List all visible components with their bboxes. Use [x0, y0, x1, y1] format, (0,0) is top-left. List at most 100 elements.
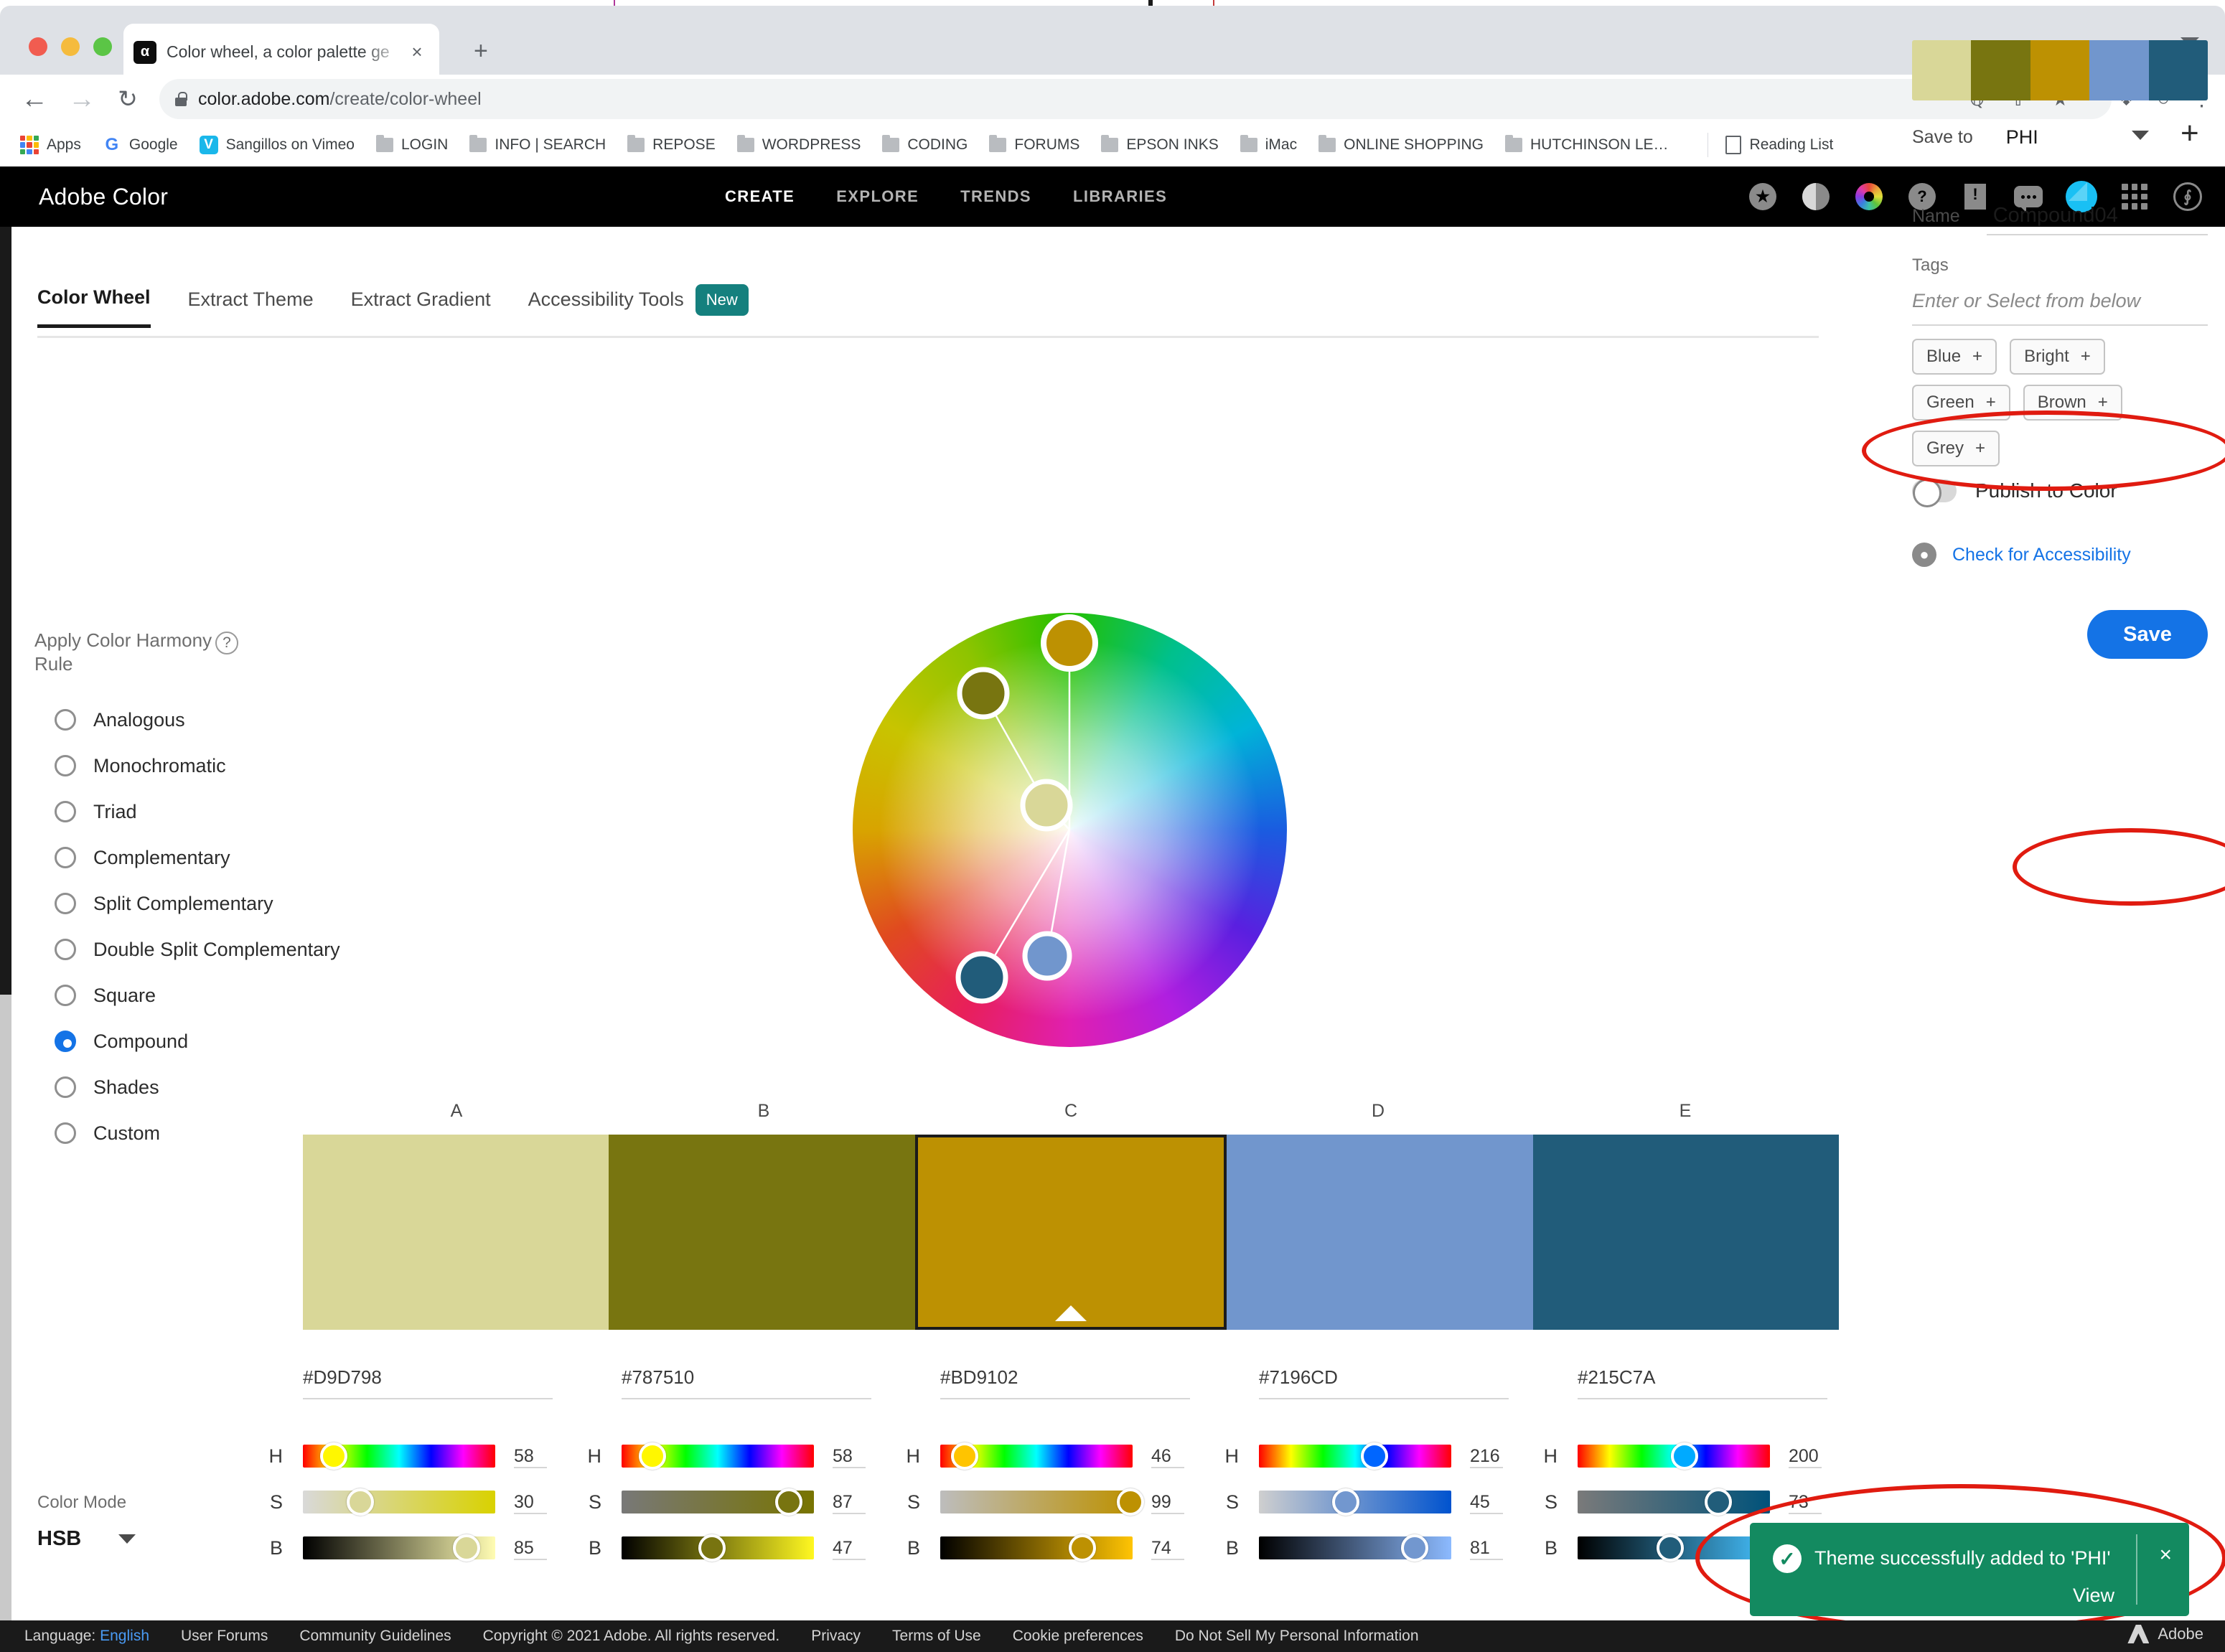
- slider-value-s-c[interactable]: 99: [1151, 1491, 1171, 1512]
- slider-track-h[interactable]: [940, 1442, 1133, 1470]
- star-icon[interactable]: ★: [1747, 181, 1779, 212]
- nav-create[interactable]: CREATE: [725, 187, 795, 205]
- slider-knob-h[interactable]: [1670, 1442, 1698, 1470]
- wheel-handle-b[interactable]: [957, 667, 1010, 720]
- slider-knob-b[interactable]: [1069, 1534, 1097, 1562]
- close-window-button[interactable]: [29, 37, 47, 56]
- contrast-icon[interactable]: [1800, 181, 1832, 212]
- slider-track-s[interactable]: [940, 1488, 1145, 1516]
- swatch-e[interactable]: [1532, 1135, 1840, 1330]
- new-tab-button[interactable]: +: [474, 37, 488, 65]
- hex-value-a[interactable]: #D9D798: [303, 1366, 382, 1388]
- apps-grid-icon[interactable]: [2119, 181, 2150, 212]
- bookmark-hutchinson[interactable]: HUTCHINSON LE…: [1505, 135, 1669, 154]
- save-button[interactable]: Save: [2087, 610, 2208, 659]
- wheel-handle-c[interactable]: [1041, 614, 1098, 672]
- footer-cookie-preferences[interactable]: Cookie preferences: [1012, 1628, 1143, 1644]
- slider-track-s[interactable]: [622, 1488, 814, 1516]
- forward-button[interactable]: →: [68, 84, 95, 114]
- harmony-rule-shades[interactable]: Shades: [37, 1064, 425, 1110]
- bookmark-info-search[interactable]: INFO | SEARCH: [469, 135, 606, 154]
- slider-knob-b[interactable]: [452, 1534, 480, 1562]
- slider-track-b[interactable]: [622, 1534, 814, 1562]
- slider-value-h-a[interactable]: 58: [514, 1445, 534, 1466]
- slider-value-h-b[interactable]: 58: [833, 1445, 853, 1466]
- nav-trends[interactable]: TRENDS: [960, 187, 1032, 205]
- chevron-down-icon[interactable]: [2132, 131, 2149, 140]
- slider-track-b[interactable]: [1259, 1534, 1451, 1562]
- add-library-button[interactable]: +: [2180, 116, 2199, 151]
- page-scrollbar-thumb[interactable]: [0, 227, 11, 995]
- wheel-handle-a[interactable]: [1020, 779, 1073, 832]
- harmony-rule-custom[interactable]: Custom: [37, 1110, 425, 1156]
- address-bar[interactable]: color.adobe.com/create/color-wheel ℚ ⇧ ★: [159, 79, 2112, 119]
- slider-value-s-a[interactable]: 30: [514, 1491, 534, 1512]
- footer-do-not-sell[interactable]: Do Not Sell My Personal Information: [1174, 1628, 1419, 1644]
- check-accessibility-row[interactable]: ● Check for Accessibility: [1912, 543, 2131, 567]
- chat-icon[interactable]: [2013, 181, 2044, 212]
- slider-knob-s[interactable]: [1331, 1488, 1359, 1516]
- bookmark-repose[interactable]: REPOSE: [627, 135, 716, 154]
- avatar[interactable]: [2066, 181, 2097, 212]
- creative-cloud-icon[interactable]: ∮: [2172, 181, 2203, 212]
- tag-grey[interactable]: Grey +: [1912, 431, 2000, 466]
- help-icon[interactable]: ?: [1906, 181, 1938, 212]
- harmony-rule-triad[interactable]: Triad: [37, 789, 425, 835]
- maximize-window-button[interactable]: [93, 37, 112, 56]
- slider-track-b[interactable]: [940, 1534, 1133, 1562]
- window-traffic-lights[interactable]: [29, 37, 112, 56]
- bookmark-forums[interactable]: FORUMS: [989, 135, 1079, 154]
- color-wheel-icon[interactable]: [1853, 181, 1885, 212]
- slider-value-b-c[interactable]: 74: [1151, 1537, 1171, 1558]
- slider-track-b[interactable]: [303, 1534, 495, 1562]
- app-brand[interactable]: Adobe Color: [39, 183, 169, 210]
- hex-value-c[interactable]: #BD9102: [940, 1366, 1018, 1388]
- hex-value-e[interactable]: #215C7A: [1578, 1366, 1656, 1388]
- slider-knob-b[interactable]: [698, 1534, 726, 1562]
- slider-value-h-c[interactable]: 46: [1151, 1445, 1171, 1466]
- bookmark-login[interactable]: LOGIN: [376, 135, 448, 154]
- slider-track-h[interactable]: [1578, 1442, 1770, 1470]
- footer-community-guidelines[interactable]: Community Guidelines: [299, 1628, 451, 1644]
- wheel-handle-e[interactable]: [955, 951, 1008, 1004]
- language-value[interactable]: English: [100, 1628, 150, 1644]
- nav-libraries[interactable]: LIBRARIES: [1073, 187, 1168, 205]
- slider-knob-h[interactable]: [639, 1442, 667, 1470]
- tab-close-icon[interactable]: ×: [411, 41, 423, 62]
- footer-privacy[interactable]: Privacy: [811, 1628, 861, 1644]
- tag-brown[interactable]: Brown +: [2023, 385, 2122, 421]
- slider-knob-h[interactable]: [951, 1442, 979, 1470]
- name-input[interactable]: Compound04: [1992, 204, 2118, 227]
- slider-value-s-b[interactable]: 87: [833, 1491, 853, 1512]
- slider-value-b-b[interactable]: 47: [833, 1537, 853, 1558]
- slider-knob-s[interactable]: [775, 1488, 803, 1516]
- close-icon[interactable]: ×: [2159, 1543, 2172, 1567]
- slider-value-b-a[interactable]: 85: [514, 1537, 534, 1558]
- reload-button[interactable]: ↻: [118, 85, 138, 112]
- tags-input[interactable]: Enter or Select from below: [1912, 290, 2141, 311]
- save-to-value[interactable]: PHI: [2005, 126, 2038, 148]
- bookmark-epson-inks[interactable]: EPSON INKS: [1101, 135, 1219, 154]
- swatch-d[interactable]: [1227, 1135, 1533, 1330]
- harmony-rule-split-complementary[interactable]: Split Complementary: [37, 881, 425, 926]
- slider-track-h[interactable]: [303, 1442, 495, 1470]
- slider-track-s[interactable]: [303, 1488, 495, 1516]
- tag-bright[interactable]: Bright +: [2010, 339, 2105, 375]
- page-scrollbar-track[interactable]: [0, 995, 11, 1632]
- bookmark-vimeo[interactable]: V Sangillos on Vimeo: [199, 136, 355, 154]
- minimize-window-button[interactable]: [61, 37, 80, 56]
- feedback-flag-icon[interactable]: [1959, 181, 1991, 212]
- harmony-rule-double-split-complementary[interactable]: Double Split Complementary: [37, 926, 425, 972]
- bookmark-wordpress[interactable]: WORDPRESS: [736, 135, 861, 154]
- swatch-b[interactable]: [609, 1135, 915, 1330]
- nav-explore[interactable]: EXPLORE: [836, 187, 919, 205]
- footer-terms-of-use[interactable]: Terms of Use: [892, 1628, 981, 1644]
- bookmark-imac[interactable]: iMac: [1240, 135, 1297, 154]
- slider-track-b[interactable]: [1578, 1534, 1770, 1562]
- harmony-help-icon[interactable]: ?: [215, 632, 238, 654]
- slider-track-h[interactable]: [622, 1442, 814, 1470]
- slider-value-s-e[interactable]: 73: [1789, 1491, 1809, 1512]
- slider-knob-s[interactable]: [347, 1488, 375, 1516]
- slider-knob-s[interactable]: [1704, 1488, 1732, 1516]
- check-accessibility-link[interactable]: Check for Accessibility: [1952, 544, 2131, 565]
